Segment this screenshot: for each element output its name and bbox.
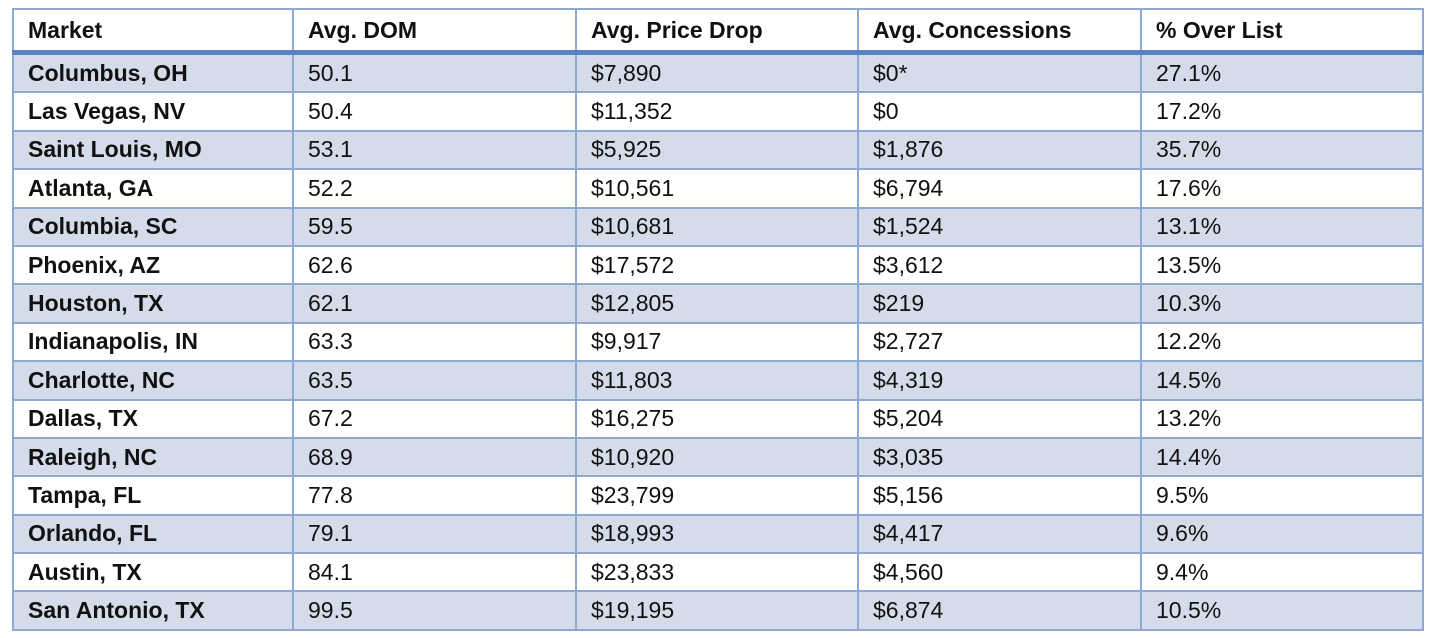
value-cell: 10.3%	[1140, 283, 1424, 324]
value-cell: $6,794	[857, 168, 1142, 209]
value-cell: $10,920	[575, 436, 859, 478]
value-cell: 53.1	[292, 129, 577, 171]
value-cell: 50.1	[292, 51, 577, 94]
table-row: Indianapolis, IN 63.3 $9,917 $2,727 12.2%	[12, 321, 1424, 363]
value-cell: 59.5	[292, 206, 577, 247]
value-cell: 62.1	[292, 283, 577, 324]
market-cell: Raleigh, NC	[12, 436, 294, 478]
table-row: Atlanta, GA 52.2 $10,561 $6,794 17.6%	[12, 168, 1424, 209]
value-cell: 17.2%	[1140, 91, 1424, 132]
table-body: Columbus, OH 50.1 $7,890 $0* 27.1% Las Vegas,…	[12, 51, 1424, 631]
value-cell: $11,803	[575, 360, 859, 401]
market-cell: Houston, TX	[12, 283, 294, 324]
value-cell: 17.6%	[1140, 168, 1424, 209]
value-cell: 68.9	[292, 436, 577, 478]
market-cell: Las Vegas, NV	[12, 91, 294, 132]
table-row: Saint Louis, MO 53.1 $5,925 $1,876 35.7%	[12, 129, 1424, 171]
column-header: Avg. Concessions	[857, 8, 1142, 55]
value-cell: 14.5%	[1140, 360, 1424, 401]
table-row: Houston, TX 62.1 $12,805 $219 10.3%	[12, 283, 1424, 324]
value-cell: 63.3	[292, 321, 577, 363]
value-cell: $4,319	[857, 360, 1142, 401]
value-cell: 13.1%	[1140, 206, 1424, 247]
market-cell: Orlando, FL	[12, 513, 294, 555]
table-row: Raleigh, NC 68.9 $10,920 $3,035 14.4%	[12, 436, 1424, 478]
value-cell: $18,993	[575, 513, 859, 555]
market-cell: Tampa, FL	[12, 475, 294, 516]
table-row: Dallas, TX 67.2 $16,275 $5,204 13.2%	[12, 398, 1424, 439]
value-cell: $10,561	[575, 168, 859, 209]
table-row: Charlotte, NC 63.5 $11,803 $4,319 14.5%	[12, 360, 1424, 401]
value-cell: $10,681	[575, 206, 859, 247]
value-cell: 10.5%	[1140, 590, 1424, 631]
value-cell: 84.1	[292, 552, 577, 593]
value-cell: $6,874	[857, 590, 1142, 631]
table-row: Tampa, FL 77.8 $23,799 $5,156 9.5%	[12, 475, 1424, 516]
value-cell: $11,352	[575, 91, 859, 132]
value-cell: $1,876	[857, 129, 1142, 171]
column-header: % Over List	[1140, 8, 1424, 55]
value-cell: 35.7%	[1140, 129, 1424, 171]
value-cell: $2,727	[857, 321, 1142, 363]
market-cell: Atlanta, GA	[12, 168, 294, 209]
header-row: Market Avg. DOM Avg. Price Drop Avg. Conces…	[12, 8, 1424, 55]
value-cell: 79.1	[292, 513, 577, 555]
market-cell: Charlotte, NC	[12, 360, 294, 401]
value-cell: 9.4%	[1140, 552, 1424, 593]
value-cell: 13.2%	[1140, 398, 1424, 439]
column-header: Avg. DOM	[292, 8, 577, 55]
market-cell: San Antonio, TX	[12, 590, 294, 631]
table-row: Columbia, SC 59.5 $10,681 $1,524 13.1%	[12, 206, 1424, 247]
value-cell: 62.6	[292, 244, 577, 286]
value-cell: $3,035	[857, 436, 1142, 478]
value-cell: 9.5%	[1140, 475, 1424, 516]
value-cell: 99.5	[292, 590, 577, 631]
value-cell: 9.6%	[1140, 513, 1424, 555]
table-row: Las Vegas, NV 50.4 $11,352 $0 17.2%	[12, 91, 1424, 132]
value-cell: $17,572	[575, 244, 859, 286]
table-row: Orlando, FL 79.1 $18,993 $4,417 9.6%	[12, 513, 1424, 555]
value-cell: $0	[857, 91, 1142, 132]
value-cell: $12,805	[575, 283, 859, 324]
column-header: Market	[12, 8, 294, 55]
market-cell: Dallas, TX	[12, 398, 294, 439]
value-cell: $9,917	[575, 321, 859, 363]
value-cell: 27.1%	[1140, 51, 1424, 94]
value-cell: $16,275	[575, 398, 859, 439]
value-cell: $3,612	[857, 244, 1142, 286]
value-cell: 52.2	[292, 168, 577, 209]
market-cell: Columbia, SC	[12, 206, 294, 247]
market-table: Market Avg. DOM Avg. Price Drop Avg. Conces…	[12, 8, 1424, 631]
value-cell: $0*	[857, 51, 1142, 94]
value-cell: 67.2	[292, 398, 577, 439]
market-cell: Saint Louis, MO	[12, 129, 294, 171]
value-cell: 14.4%	[1140, 436, 1424, 478]
value-cell: $1,524	[857, 206, 1142, 247]
value-cell: $7,890	[575, 51, 859, 94]
value-cell: $23,799	[575, 475, 859, 516]
value-cell: $5,204	[857, 398, 1142, 439]
value-cell: $4,560	[857, 552, 1142, 593]
value-cell: 50.4	[292, 91, 577, 132]
table-row: Phoenix, AZ 62.6 $17,572 $3,612 13.5%	[12, 244, 1424, 286]
value-cell: 13.5%	[1140, 244, 1424, 286]
value-cell: $5,156	[857, 475, 1142, 516]
market-cell: Indianapolis, IN	[12, 321, 294, 363]
value-cell: 12.2%	[1140, 321, 1424, 363]
value-cell: $23,833	[575, 552, 859, 593]
value-cell: $4,417	[857, 513, 1142, 555]
value-cell: 77.8	[292, 475, 577, 516]
market-cell: Phoenix, AZ	[12, 244, 294, 286]
market-cell: Austin, TX	[12, 552, 294, 593]
table-row: Columbus, OH 50.1 $7,890 $0* 27.1%	[12, 51, 1424, 94]
value-cell: $5,925	[575, 129, 859, 171]
table-row: Austin, TX 84.1 $23,833 $4,560 9.4%	[12, 552, 1424, 593]
table-row: San Antonio, TX 99.5 $19,195 $6,874 10.5%	[12, 590, 1424, 631]
column-header: Avg. Price Drop	[575, 8, 859, 55]
value-cell: 63.5	[292, 360, 577, 401]
market-cell: Columbus, OH	[12, 51, 294, 94]
value-cell: $19,195	[575, 590, 859, 631]
value-cell: $219	[857, 283, 1142, 324]
